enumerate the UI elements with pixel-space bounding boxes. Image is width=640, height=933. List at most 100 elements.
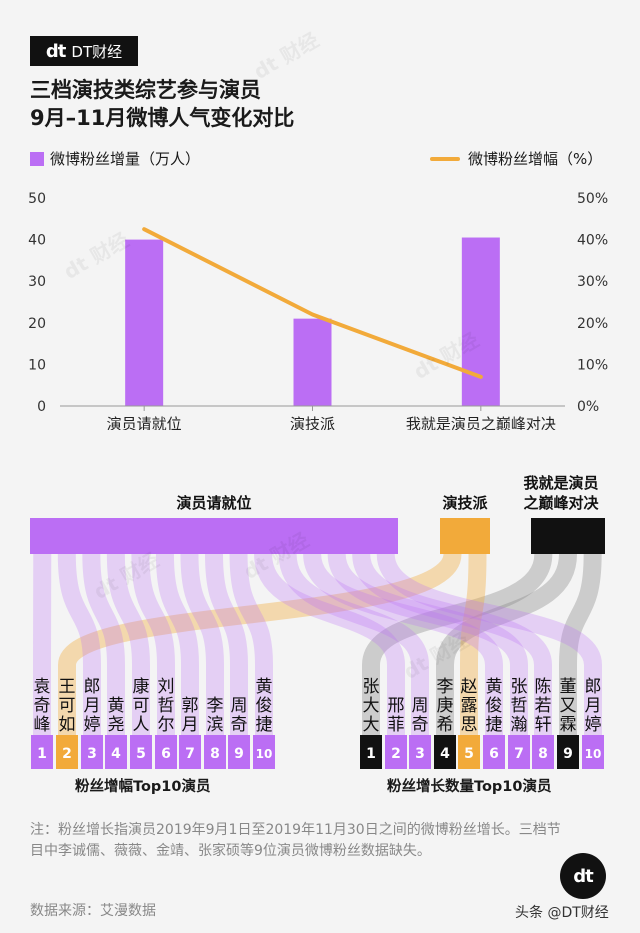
rank-number: 10 [256,747,273,761]
y-right-tick-label: 30% [577,274,608,290]
actor-name-char: 瀚 [511,715,528,735]
actor-name-char: 赵 [461,677,478,697]
sankey-chart: 演员请就位 演技派我就是演员之巅峰对决1袁奇峰2王可如3郎月婷4黄尧5康可人6刘哲… [30,474,605,769]
source-node [440,518,490,554]
y-left-tick-label: 30 [28,274,46,290]
actor-name-char: 邢 [388,696,405,716]
flow-ribbon [205,553,248,666]
series-line [142,227,483,379]
flow-ribbon [460,553,487,666]
actor-name-char: 奇 [412,715,429,735]
flow-stem [157,665,175,735]
title-line-2: 9月–11月微博人气变化对比 [30,106,295,130]
source-node-label-line: 我就是演员 [523,474,598,492]
actor-name: 赵露思 [461,677,478,735]
rank-cell [508,735,530,769]
actor-name-char: 郭 [182,696,199,716]
flow-stem [33,665,51,735]
rank-number: 4 [440,746,450,762]
actor-name-char: 若 [535,696,552,716]
rank-number: 2 [62,746,72,762]
source-node [531,518,605,554]
bar [293,318,332,406]
source-node-label: 演员请就位 [176,494,251,512]
rank-number: 7 [185,746,195,762]
actor-name-char: 月 [182,715,199,735]
actor-name: 黄俊捷 [486,677,503,735]
actor-name-char: 周 [231,696,248,716]
dt-corner-logo-icon: dt [560,853,606,899]
flow-ribbon [57,553,101,666]
legend-bar-swatch [30,151,44,166]
flow-ribbon [352,552,552,667]
footnote: 注：粉丝增长指演员2019年9月1日至2019年11月30日之间的微博粉丝增长。… [30,822,561,859]
actor-name-char: 菲 [388,715,405,735]
flow-stem [362,665,380,735]
rank-number: 7 [514,746,524,762]
chart-title: 三档演技类综艺参与演员 9月–11月微博人气变化对比 [30,76,294,132]
y-left-tick-label: 10 [28,357,46,373]
actor-name: 邢菲 [388,696,405,735]
source-node-label-line: 演员请就位 [176,494,251,512]
actor-name-char: 人 [133,715,150,735]
rank-cell [458,735,480,769]
actor-name-char: 庚 [437,696,454,716]
source-node-label: 演技派 [442,494,488,512]
flow-stem [132,665,150,735]
legend-line-label: 微博粉丝增幅（%） [468,150,603,168]
bar [461,237,500,406]
actor-name: 黄尧 [108,696,125,735]
rank-number: 2 [391,746,401,762]
actor-name: 郎月婷 [84,677,101,735]
combo-chart: 0 10 20 30 40 50 0% 10% 20% 30% 40% 50% 演员请就位 演技派 我就是演… [28,191,608,430]
actor-name-char: 康 [133,677,150,697]
title-line-1: 三档演技类综艺参与演员 [30,78,261,102]
flow-ribbon [82,553,125,666]
brand-name: DT财经 [71,42,123,61]
flow-stem [83,665,101,735]
actor-name-char: 思 [461,715,478,735]
brand-logo: dt DT财经 [30,36,138,66]
y-left-tick-label: 50 [28,191,46,207]
rank-number: 9 [234,746,244,762]
flow-ribbon [436,553,577,667]
rank-cell [31,735,53,769]
y-left-tick-label: 20 [28,316,46,332]
actor-name-char: 大 [363,715,380,735]
rank-number: 6 [161,746,171,762]
flow-ribbon [229,553,273,666]
flow-ribbon [559,553,602,666]
data-source: 数据来源：艾漫数据 [30,903,156,919]
actor-name-char: 王 [59,677,76,697]
flow-stem [387,665,405,735]
actor-name-char: 捷 [486,715,503,735]
rank-number: 5 [136,746,146,762]
actor-name: 陈若轩 [535,677,552,735]
actor-name: 袁奇峰 [34,677,51,735]
flow-stem [436,665,454,735]
flow-ribbon [278,553,429,667]
actor-name: 李庚希 [437,677,454,735]
rank-number: 3 [415,746,425,762]
bar [125,239,164,406]
x-tick-label: 我就是演员之巅峰对决 [406,415,556,430]
actor-name: 王可如 [59,677,76,735]
y-right-tick-label: 40% [577,233,608,249]
actor-name: 刘哲尔 [158,677,175,735]
actor-name-char: 月 [84,696,101,716]
flow-stem [230,665,248,735]
actor-name-char: 李 [437,677,454,697]
rank-cell [130,735,152,769]
actor-name-char: 黄 [486,677,503,697]
flow-stem [485,665,503,735]
rank-cell [253,735,275,769]
rank-cell [81,735,103,769]
actor-name-char: 奇 [231,715,248,735]
flow-stem [510,665,528,735]
actor-name-char: 刘 [158,677,175,697]
actor-name-char: 哲 [158,696,175,716]
flow-ribbon [254,553,405,667]
actor-name-char: 郎 [84,677,101,697]
rank-cell [385,735,407,769]
actor-name-char: 李 [207,696,224,716]
